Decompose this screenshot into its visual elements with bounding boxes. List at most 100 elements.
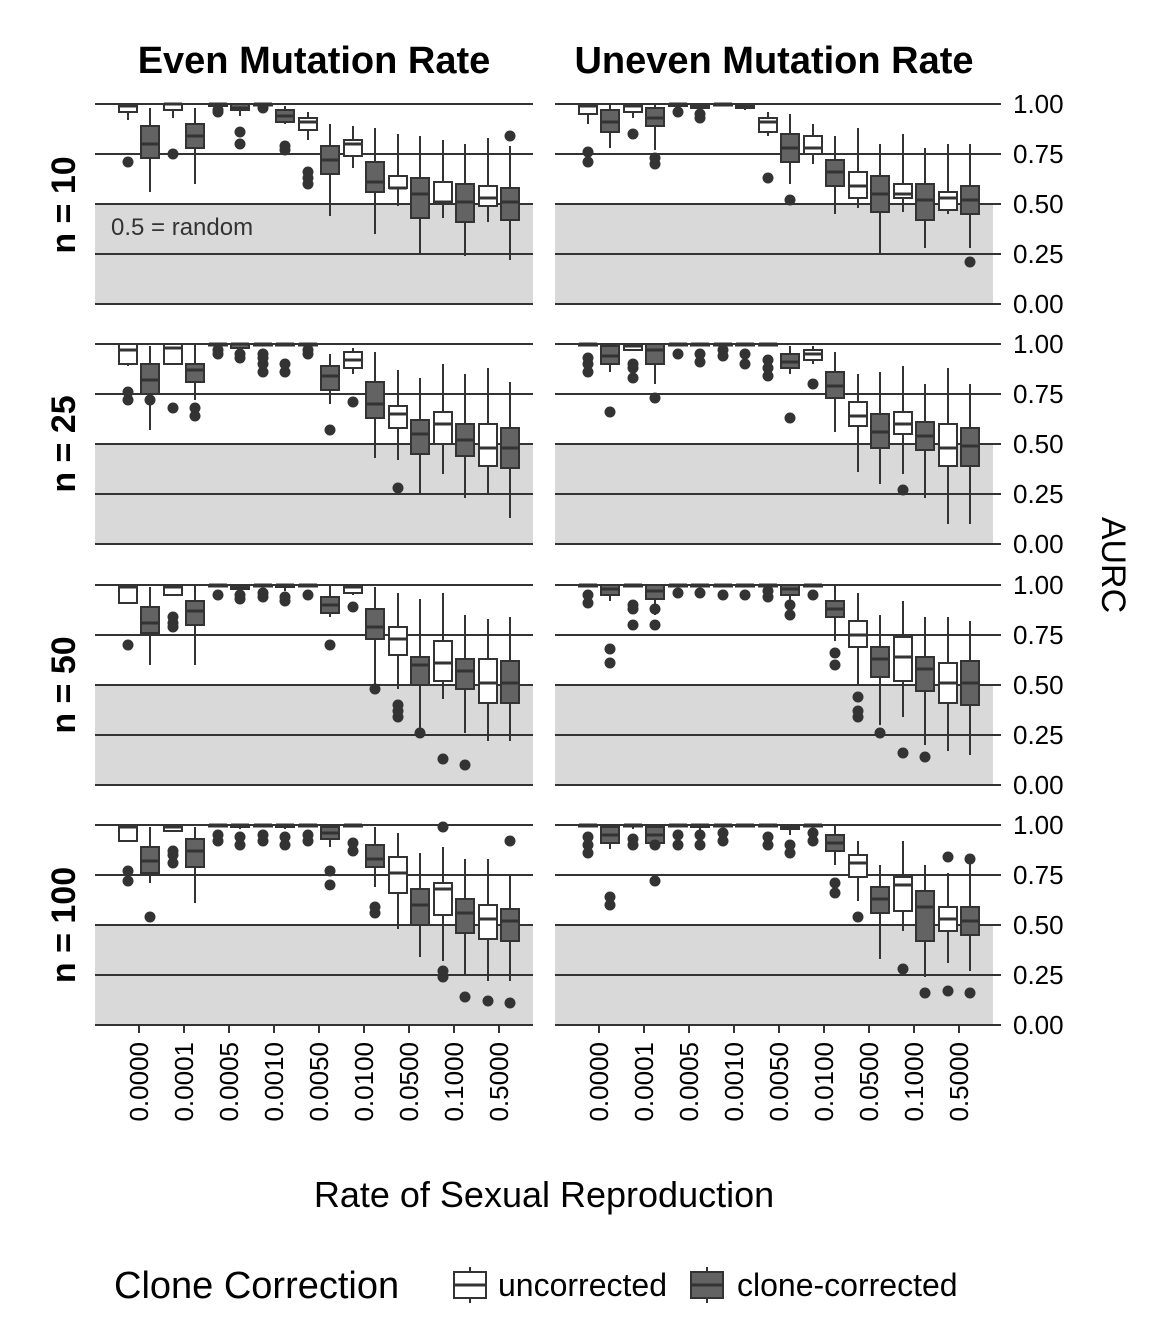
outlier-point (649, 152, 661, 164)
y-tick-label: 0.50 (1013, 189, 1064, 219)
outlier-point (257, 366, 269, 378)
y-tick-labels: 0.00 0.25 0.50 0.75 1.00 0.00 0.25 0.50 0.75 1.00… (993, 89, 1064, 1040)
box-clone-corrected (500, 908, 520, 942)
outlier-point (942, 851, 954, 863)
outlier-point (672, 348, 684, 360)
box-uncorrected (938, 423, 958, 467)
box-uncorrected (388, 405, 408, 429)
outlier-point (717, 827, 729, 839)
box-clone-corrected (410, 177, 430, 219)
outlier-point (167, 857, 179, 869)
outlier-point (649, 839, 661, 851)
outlier-point (762, 585, 774, 597)
outlier-point (122, 639, 134, 651)
outlier-point (784, 194, 796, 206)
outlier-point (852, 911, 864, 923)
box-uncorrected (478, 185, 498, 207)
outlier-point (302, 166, 314, 178)
outlier-point (762, 354, 774, 366)
outlier-point (212, 589, 224, 601)
outlier-point (279, 831, 291, 843)
outlier-point (762, 172, 774, 184)
box-uncorrected (388, 856, 408, 894)
outlier-point (694, 356, 706, 368)
outlier-point (122, 394, 134, 406)
outlier-point (122, 865, 134, 877)
box-clone-corrected (500, 187, 520, 221)
outlier-point (627, 358, 639, 370)
y-tick-label: 0.75 (1013, 379, 1064, 409)
row-title-n25: n = 25 (45, 395, 83, 492)
outlier-point (784, 412, 796, 424)
outlier-point (437, 965, 449, 977)
outlier-point (324, 879, 336, 891)
outlier-point (919, 987, 931, 999)
outlier-point (672, 587, 684, 599)
outlier-point (694, 587, 706, 599)
box-clone-corrected (365, 161, 385, 193)
box-uncorrected (848, 401, 868, 427)
outlier-point (582, 847, 594, 859)
outlier-point (964, 256, 976, 268)
box-uncorrected (118, 343, 138, 365)
outlier-point (167, 611, 179, 623)
box-clone-corrected (320, 365, 340, 391)
row-title-n100: n = 100 (45, 867, 83, 983)
outlier-point (784, 847, 796, 859)
outlier-point (279, 839, 291, 851)
y-tick-label: 0.25 (1013, 720, 1064, 750)
box-clone-corrected (365, 844, 385, 868)
box-uncorrected (343, 139, 363, 157)
outlier-point (694, 348, 706, 360)
outlier-point (167, 845, 179, 857)
outlier-point (739, 589, 751, 601)
x-tick-label: 0.0005 (214, 1042, 244, 1122)
y-tick-label: 0.00 (1013, 1010, 1064, 1040)
y-tick-label: 0.50 (1013, 670, 1064, 700)
box-uncorrected (433, 640, 453, 682)
x-tick-label: 0.0500 (394, 1042, 424, 1122)
box-clone-corrected (185, 600, 205, 626)
x-tick-label: 0.1000 (439, 1042, 469, 1122)
outlier-point (437, 821, 449, 833)
y-tick-label: 1.00 (1013, 329, 1064, 359)
outlier-point (694, 829, 706, 841)
outlier-point (582, 352, 594, 364)
y-tick-label: 0.50 (1013, 910, 1064, 940)
x-tick-label: 0.0100 (349, 1042, 379, 1122)
outlier-point (437, 753, 449, 765)
outlier-point (672, 829, 684, 841)
outlier-point (482, 995, 494, 1007)
outlier-point (234, 348, 246, 360)
outlier-point (302, 344, 314, 356)
outlier-point (852, 705, 864, 717)
outlier-point (459, 991, 471, 1003)
outlier-point (784, 609, 796, 621)
outlier-point (717, 835, 729, 847)
box-uncorrected (343, 584, 363, 594)
box-uncorrected (118, 103, 138, 113)
y-tick-label: 0.75 (1013, 860, 1064, 890)
outlier-point (189, 410, 201, 422)
outlier-point (919, 751, 931, 763)
outlier-point (582, 831, 594, 843)
outlier-point (582, 366, 594, 378)
outlier-point (144, 394, 156, 406)
x-tick-label: 0.0010 (259, 1042, 289, 1122)
outlier-point (874, 727, 886, 739)
box-uncorrected (478, 658, 498, 704)
outlier-point (212, 104, 224, 116)
x-tick-label: 0.1000 (899, 1042, 929, 1122)
box-uncorrected (893, 636, 913, 682)
outlier-point (897, 484, 909, 496)
x-tick-label: 0.0001 (629, 1042, 659, 1122)
box-uncorrected (163, 584, 183, 596)
outlier-point (234, 138, 246, 150)
outlier-point (347, 601, 359, 613)
legend-label-clone-corrected: clone-corrected (737, 1267, 958, 1303)
box-uncorrected (478, 904, 498, 940)
outlier-point (739, 348, 751, 360)
outlier-point (762, 831, 774, 843)
outlier-point (167, 402, 179, 414)
outlier-point (212, 829, 224, 841)
